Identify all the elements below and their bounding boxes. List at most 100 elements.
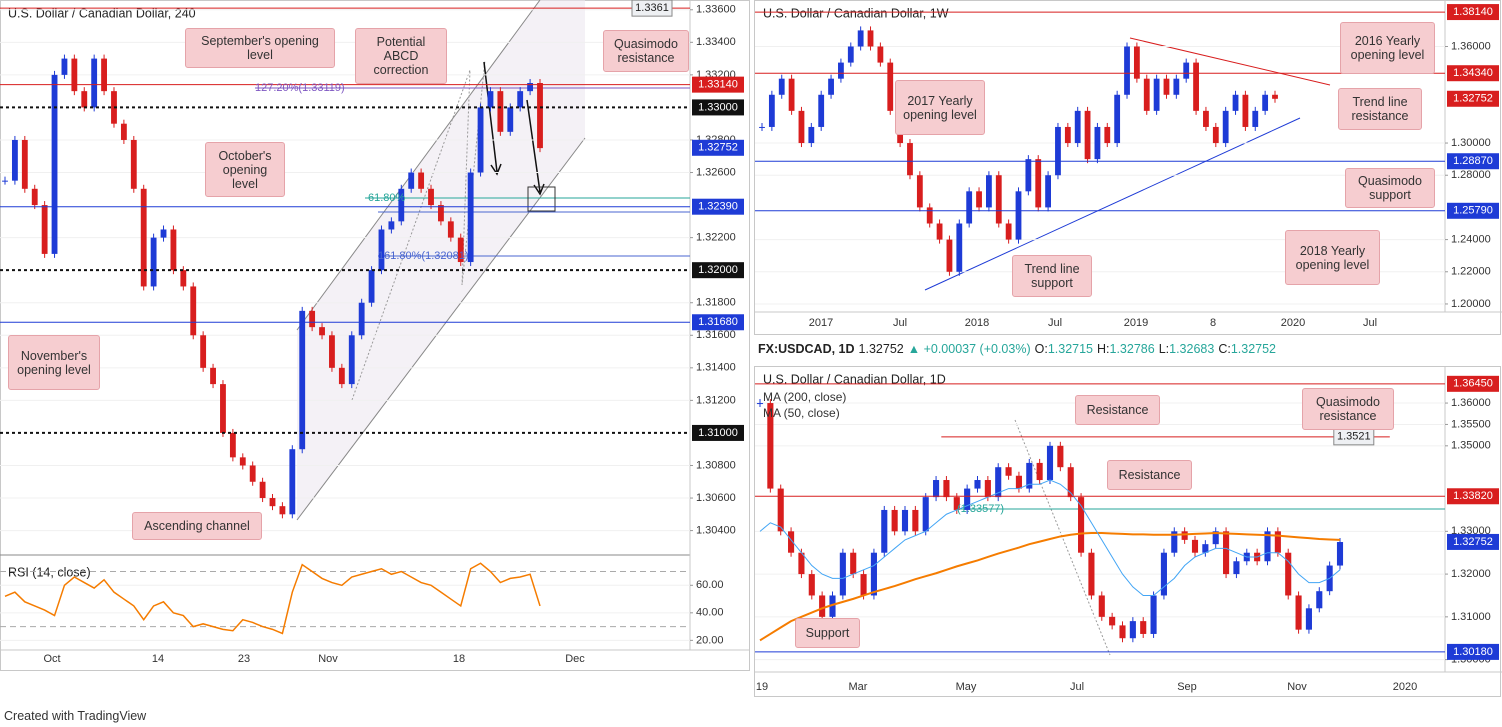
x-tick-label: 2020	[1393, 681, 1417, 693]
candle	[329, 335, 335, 368]
y-tick-label: 1.30800	[696, 459, 736, 471]
frame	[754, 0, 1501, 335]
callout: 2017 Yearly opening level	[895, 80, 985, 135]
candle	[986, 175, 992, 208]
level-label-box	[692, 424, 744, 441]
x-tick-label: 23	[238, 653, 250, 665]
ohlc-label: L:	[1158, 342, 1170, 356]
legend-entry: MA (200, close)	[763, 390, 846, 404]
candle	[964, 488, 971, 510]
candle	[1025, 159, 1032, 192]
y-tick-label: 60.00	[696, 579, 724, 591]
y-tick-label: 1.31000	[1451, 611, 1491, 623]
trend-line	[1129, 37, 1331, 86]
rsi-line	[4, 562, 541, 635]
x-tick-label: 2017	[809, 317, 833, 329]
level-label: 1.38140	[1453, 6, 1493, 18]
candle	[447, 221, 454, 238]
candle	[1057, 445, 1064, 468]
candle	[759, 126, 765, 128]
candle	[1109, 616, 1116, 626]
frame	[754, 366, 1501, 697]
candle	[943, 480, 950, 498]
candle	[1262, 94, 1269, 111]
candle	[229, 432, 236, 458]
candle	[1084, 110, 1091, 160]
level-label: 1.31000	[698, 427, 738, 439]
candle	[348, 335, 355, 385]
footer-text: Created with TradingView	[4, 709, 147, 723]
x-tick-label: Jul	[1070, 681, 1084, 693]
candle	[418, 172, 425, 189]
candle	[1005, 223, 1012, 240]
candle	[887, 62, 894, 111]
candle	[1098, 595, 1105, 617]
fib-label: 61.80%	[368, 192, 406, 204]
candle	[200, 335, 207, 368]
candle	[850, 552, 857, 575]
callout: October's opening level	[205, 142, 285, 197]
candle	[170, 229, 177, 271]
candle	[1212, 531, 1219, 545]
candle	[966, 191, 973, 224]
x-tick-label: May	[956, 681, 977, 693]
trend-line	[924, 117, 1301, 291]
callout: November's opening level	[8, 335, 100, 390]
callout: Quasimodo support	[1345, 168, 1435, 208]
fib-label: (1.33577)	[957, 503, 1004, 515]
candle	[956, 223, 963, 272]
channel-line	[296, 0, 541, 331]
candle	[319, 327, 325, 336]
candle	[1272, 94, 1278, 99]
candle	[1223, 531, 1230, 575]
candle	[1036, 462, 1043, 481]
callout: Support	[795, 618, 860, 648]
candle	[338, 367, 345, 385]
candle	[767, 403, 774, 489]
level-label: 1.3521	[1337, 431, 1371, 443]
candle	[1242, 94, 1249, 127]
level-label: 1.32390	[698, 201, 738, 213]
level-label-box	[1447, 643, 1499, 660]
candle	[378, 229, 385, 271]
candle	[788, 78, 795, 111]
candle	[1233, 561, 1240, 575]
candle	[1015, 475, 1022, 489]
y-tick-label: 1.28000	[1451, 169, 1491, 181]
candle	[798, 110, 805, 144]
symbol-header: FX:USDCAD, 1D 1.32752 ▲ +0.00037 (+0.03%) O…	[758, 342, 1280, 356]
candle	[907, 143, 913, 176]
x-tick-label: Dec	[565, 653, 585, 665]
callout: Potential ABCD correction	[355, 28, 447, 84]
y-tick-label: 1.20000	[1451, 298, 1491, 310]
callout: Trend line resistance	[1338, 88, 1422, 130]
candle	[160, 229, 167, 238]
candle	[2, 180, 8, 182]
candle	[1191, 539, 1199, 553]
candle	[953, 497, 960, 510]
footer: Created with TradingView	[4, 709, 146, 723]
candle	[1163, 78, 1170, 95]
candle	[798, 552, 805, 575]
candle	[829, 595, 836, 617]
level-label-box	[1447, 4, 1499, 21]
candle	[974, 480, 981, 489]
marks: U.S. Dollar / Canadian Dollar, 240 1.3360…	[0, 0, 1499, 693]
y-tick-label: 1.31800	[696, 297, 736, 309]
candle	[1222, 110, 1229, 144]
candle	[778, 78, 785, 95]
candle	[279, 506, 286, 515]
candle	[936, 223, 943, 240]
candle	[1336, 542, 1344, 566]
candle	[857, 30, 864, 47]
candle	[1015, 191, 1022, 240]
candle	[838, 62, 844, 79]
level-label: 1.25790	[1453, 205, 1493, 217]
candle	[457, 237, 464, 263]
candle	[150, 237, 157, 287]
candle	[1232, 94, 1239, 111]
chart-title: U.S. Dollar / Canadian Dollar, 1W	[763, 6, 949, 20]
candle	[1212, 126, 1219, 144]
ma-line	[759, 532, 1341, 642]
